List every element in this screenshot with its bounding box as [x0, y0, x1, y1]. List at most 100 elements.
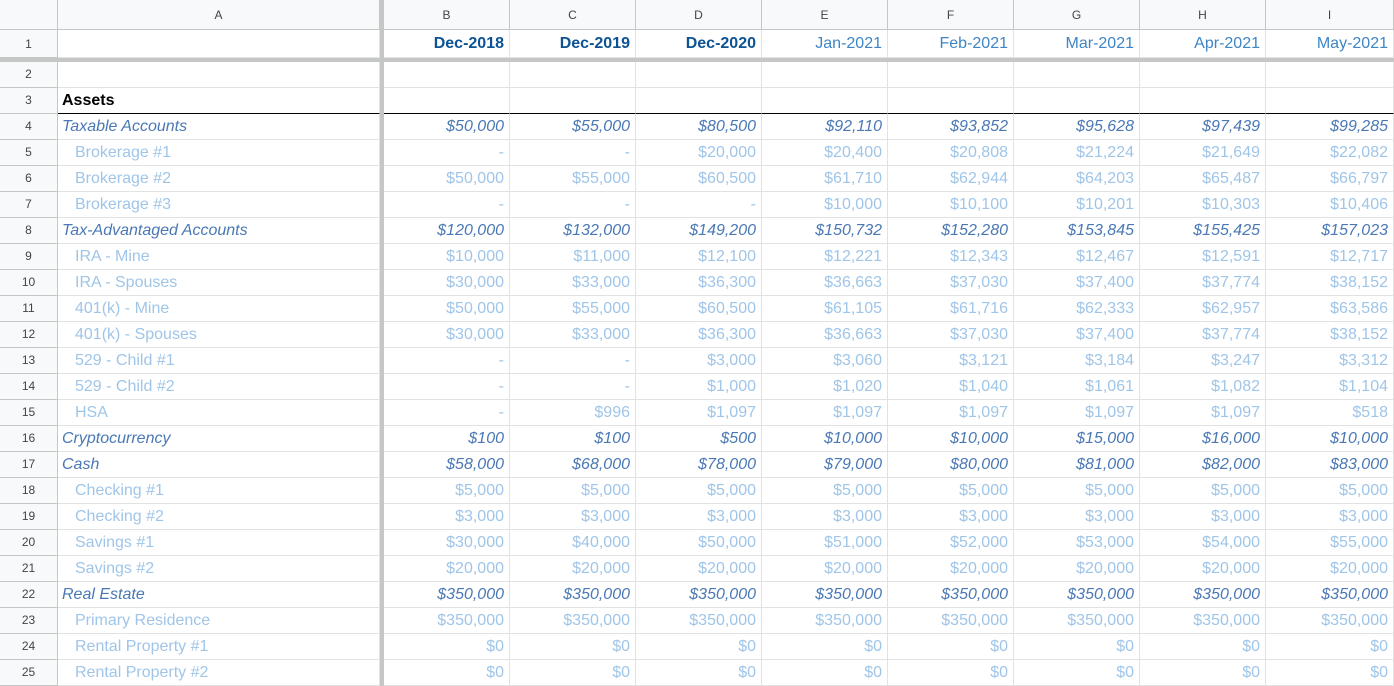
- value-cell[interactable]: -: [510, 140, 636, 166]
- value-cell[interactable]: $350,000: [384, 608, 510, 634]
- value-cell[interactable]: $350,000: [1140, 608, 1266, 634]
- value-cell[interactable]: $350,000: [510, 608, 636, 634]
- column-header[interactable]: E: [762, 0, 888, 30]
- cell[interactable]: [58, 62, 380, 88]
- value-cell[interactable]: $1,097: [762, 400, 888, 426]
- value-cell[interactable]: $68,000: [510, 452, 636, 478]
- value-cell[interactable]: $37,774: [1140, 322, 1266, 348]
- value-cell[interactable]: $55,000: [1266, 530, 1394, 556]
- cell[interactable]: [384, 62, 510, 88]
- value-cell[interactable]: $79,000: [762, 452, 888, 478]
- value-cell[interactable]: $30,000: [384, 322, 510, 348]
- row-label[interactable]: Cryptocurrency: [58, 426, 380, 452]
- value-cell[interactable]: $50,000: [384, 114, 510, 140]
- value-cell[interactable]: $51,000: [762, 530, 888, 556]
- value-cell[interactable]: $10,000: [888, 426, 1014, 452]
- value-cell[interactable]: $5,000: [762, 478, 888, 504]
- value-cell[interactable]: $12,467: [1014, 244, 1140, 270]
- value-cell[interactable]: $350,000: [888, 582, 1014, 608]
- cell[interactable]: [1140, 62, 1266, 88]
- value-cell[interactable]: $0: [636, 660, 762, 686]
- value-cell[interactable]: $63,586: [1266, 296, 1394, 322]
- value-cell[interactable]: $20,000: [888, 556, 1014, 582]
- value-cell[interactable]: $0: [384, 660, 510, 686]
- row-label[interactable]: Brokerage #1: [58, 140, 380, 166]
- header-cell[interactable]: Apr-2021: [1140, 30, 1266, 58]
- value-cell[interactable]: $62,957: [1140, 296, 1266, 322]
- value-cell[interactable]: $1,040: [888, 374, 1014, 400]
- row-label[interactable]: Real Estate: [58, 582, 380, 608]
- header-cell[interactable]: Dec-2020: [636, 30, 762, 58]
- value-cell[interactable]: $83,000: [1266, 452, 1394, 478]
- value-cell[interactable]: $350,000: [636, 608, 762, 634]
- value-cell[interactable]: $54,000: [1140, 530, 1266, 556]
- value-cell[interactable]: $50,000: [384, 166, 510, 192]
- row-number[interactable]: 12: [0, 322, 58, 348]
- value-cell[interactable]: $10,000: [1266, 426, 1394, 452]
- value-cell[interactable]: $20,000: [510, 556, 636, 582]
- value-cell[interactable]: $3,000: [1140, 504, 1266, 530]
- row-number[interactable]: 24: [0, 634, 58, 660]
- header-cell[interactable]: Dec-2018: [384, 30, 510, 58]
- value-cell[interactable]: -: [510, 348, 636, 374]
- value-cell[interactable]: $52,000: [888, 530, 1014, 556]
- row-number[interactable]: 15: [0, 400, 58, 426]
- row-number[interactable]: 17: [0, 452, 58, 478]
- column-header[interactable]: H: [1140, 0, 1266, 30]
- value-cell[interactable]: $53,000: [1014, 530, 1140, 556]
- value-cell[interactable]: $37,030: [888, 270, 1014, 296]
- value-cell[interactable]: $58,000: [384, 452, 510, 478]
- value-cell[interactable]: $60,500: [636, 296, 762, 322]
- value-cell[interactable]: -: [384, 140, 510, 166]
- value-cell[interactable]: $82,000: [1140, 452, 1266, 478]
- value-cell[interactable]: $21,649: [1140, 140, 1266, 166]
- row-number[interactable]: 13: [0, 348, 58, 374]
- value-cell[interactable]: $0: [888, 634, 1014, 660]
- value-cell[interactable]: $350,000: [1266, 608, 1394, 634]
- cell[interactable]: [510, 62, 636, 88]
- column-header[interactable]: I: [1266, 0, 1394, 30]
- value-cell[interactable]: $350,000: [1266, 582, 1394, 608]
- value-cell[interactable]: $12,717: [1266, 244, 1394, 270]
- value-cell[interactable]: $153,845: [1014, 218, 1140, 244]
- row-number[interactable]: 25: [0, 660, 58, 686]
- value-cell[interactable]: $36,300: [636, 270, 762, 296]
- cell[interactable]: [1266, 88, 1394, 114]
- row-label[interactable]: Brokerage #3: [58, 192, 380, 218]
- value-cell[interactable]: $0: [762, 660, 888, 686]
- value-cell[interactable]: $0: [1266, 634, 1394, 660]
- value-cell[interactable]: $50,000: [636, 530, 762, 556]
- value-cell[interactable]: $40,000: [510, 530, 636, 556]
- value-cell[interactable]: $996: [510, 400, 636, 426]
- value-cell[interactable]: $11,000: [510, 244, 636, 270]
- value-cell[interactable]: $80,000: [888, 452, 1014, 478]
- column-header[interactable]: G: [1014, 0, 1140, 30]
- value-cell[interactable]: $350,000: [636, 582, 762, 608]
- value-cell[interactable]: $20,000: [1014, 556, 1140, 582]
- value-cell[interactable]: $36,300: [636, 322, 762, 348]
- value-cell[interactable]: $60,500: [636, 166, 762, 192]
- value-cell[interactable]: $10,303: [1140, 192, 1266, 218]
- value-cell[interactable]: $350,000: [1140, 582, 1266, 608]
- value-cell[interactable]: $5,000: [636, 478, 762, 504]
- value-cell[interactable]: $12,343: [888, 244, 1014, 270]
- value-cell[interactable]: $55,000: [510, 166, 636, 192]
- value-cell[interactable]: $3,247: [1140, 348, 1266, 374]
- value-cell[interactable]: $3,312: [1266, 348, 1394, 374]
- value-cell[interactable]: $100: [384, 426, 510, 452]
- value-cell[interactable]: $10,000: [384, 244, 510, 270]
- value-cell[interactable]: $12,591: [1140, 244, 1266, 270]
- value-cell[interactable]: $50,000: [384, 296, 510, 322]
- row-label[interactable]: Primary Residence: [58, 608, 380, 634]
- row-label[interactable]: Tax-Advantaged Accounts: [58, 218, 380, 244]
- row-number[interactable]: 5: [0, 140, 58, 166]
- value-cell[interactable]: -: [384, 374, 510, 400]
- value-cell[interactable]: $61,710: [762, 166, 888, 192]
- value-cell[interactable]: $37,400: [1014, 322, 1140, 348]
- value-cell[interactable]: -: [636, 192, 762, 218]
- value-cell[interactable]: $100: [510, 426, 636, 452]
- value-cell[interactable]: $0: [1140, 634, 1266, 660]
- value-cell[interactable]: $1,104: [1266, 374, 1394, 400]
- value-cell[interactable]: $61,716: [888, 296, 1014, 322]
- row-label[interactable]: IRA - Spouses: [58, 270, 380, 296]
